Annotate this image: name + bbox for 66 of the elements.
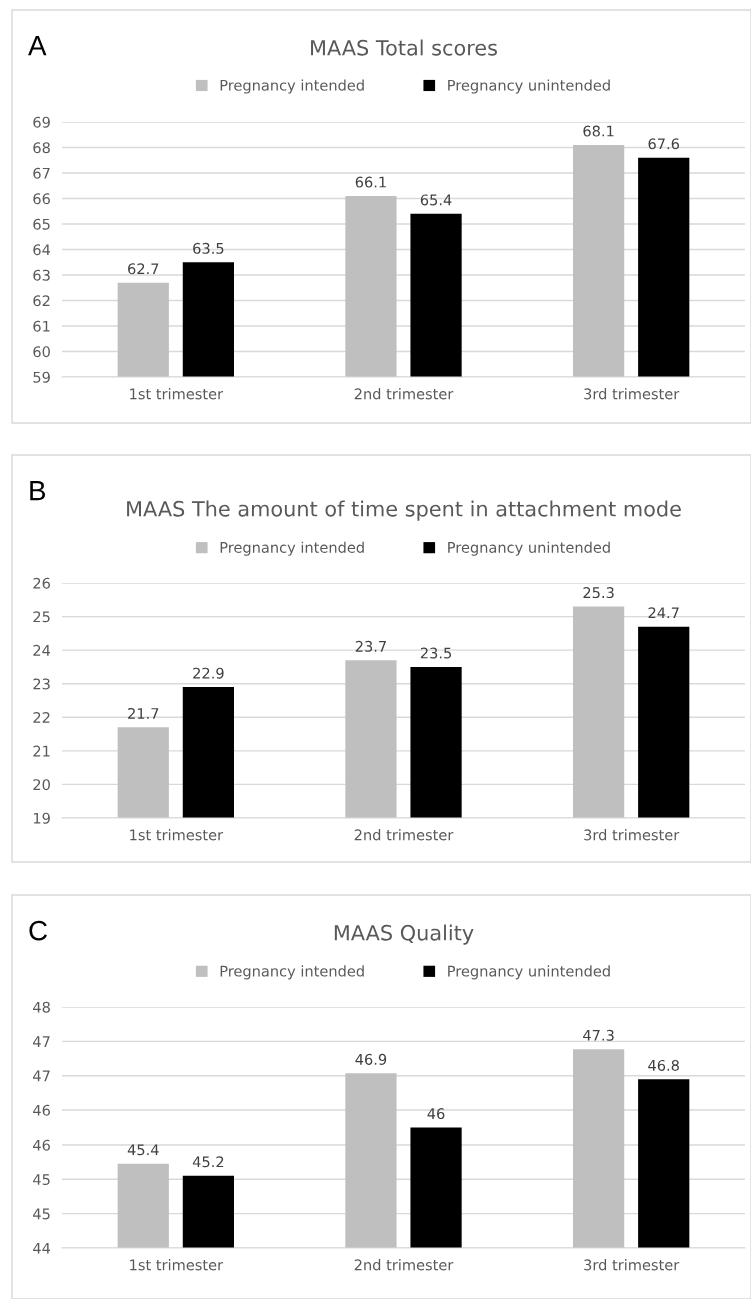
y-tick-label: 60	[33, 346, 50, 358]
legend-label: Pregnancy unintended	[448, 79, 610, 94]
y-tick-label: 20	[33, 779, 50, 791]
text: A	[28, 36, 47, 56]
legend-label: Pregnancy unintended	[448, 965, 610, 980]
x-tick-label: 3rd trimester	[584, 388, 680, 400]
text: C	[29, 920, 47, 941]
y-tick-label: 21	[33, 745, 50, 757]
x-tick-label: 3rd trimester	[584, 1259, 680, 1271]
x-tick-label: 1st trimester	[130, 1259, 224, 1271]
chart-title: MAAS Quality	[334, 924, 474, 945]
text: B	[30, 481, 46, 501]
legend-label: Pregnancy intended	[220, 965, 364, 980]
y-tick-label: 26	[33, 577, 50, 589]
legend-label: Pregnancy intended	[220, 541, 364, 556]
data-label: 23.7	[355, 640, 386, 652]
data-label: 46	[427, 1108, 445, 1120]
data-label: 46.9	[355, 1053, 387, 1065]
data-label: 68.1	[583, 125, 614, 137]
y-tick-label: 64	[33, 244, 51, 256]
y-tick-label: 65	[33, 218, 50, 230]
x-tick-label: 1st trimester	[130, 829, 224, 841]
data-label: 47.3	[583, 1029, 614, 1041]
x-tick-label: 2nd trimester	[354, 388, 454, 400]
data-label: 66.1	[355, 176, 386, 188]
x-tick-label: 2nd trimester	[354, 829, 454, 841]
y-tick-label: 44	[33, 1242, 51, 1254]
y-tick-label: 67	[33, 167, 50, 179]
y-tick-label: 47	[33, 1036, 50, 1047]
y-tick-label: 62	[33, 295, 50, 307]
x-tick-label: 2nd trimester	[354, 1259, 454, 1271]
data-label: 63.5	[193, 242, 224, 254]
chart-title: MAAS Total scores	[311, 39, 497, 56]
data-label: 25.3	[583, 587, 614, 599]
data-label: 46.8	[648, 1059, 679, 1071]
data-label: 45.2	[192, 1156, 224, 1168]
y-tick-label: 45	[33, 1208, 50, 1220]
data-label: 62.7	[128, 263, 159, 275]
y-tick-label: 22	[33, 712, 50, 723]
data-label: 22.9	[193, 667, 224, 679]
y-tick-label: 61	[33, 320, 50, 332]
y-tick-label: 24	[33, 644, 51, 656]
y-tick-label: 45	[33, 1174, 50, 1186]
y-tick-label: 66	[33, 193, 50, 205]
data-label: 23.5	[420, 647, 452, 659]
data-label: 45.4	[127, 1144, 159, 1156]
data-label: 65.4	[420, 194, 452, 206]
y-tick-label: 63	[33, 269, 50, 281]
data-label: 67.6	[648, 138, 680, 150]
y-tick-label: 69	[33, 116, 50, 128]
legend-label: Pregnancy intended	[220, 79, 364, 94]
x-tick-label: 3rd trimester	[584, 829, 680, 841]
y-tick-label: 48	[33, 1001, 50, 1013]
y-tick-label: 47	[33, 1070, 50, 1082]
y-tick-label: 68	[33, 142, 50, 154]
data-label: 24.7	[648, 607, 679, 619]
x-tick-label: 1st trimester	[130, 388, 224, 400]
data-label: 21.7	[128, 707, 159, 719]
y-tick-label: 59	[33, 371, 50, 383]
legend-label: Pregnancy unintended	[448, 541, 610, 556]
y-tick-label: 46	[33, 1139, 50, 1151]
y-tick-label: 46	[33, 1104, 50, 1116]
y-tick-label: 23	[33, 678, 50, 690]
chart-title: MAAS The amount of time spent in attachment mode	[127, 500, 681, 521]
y-tick-label: 25	[33, 611, 50, 623]
y-tick-label: 19	[33, 812, 50, 824]
